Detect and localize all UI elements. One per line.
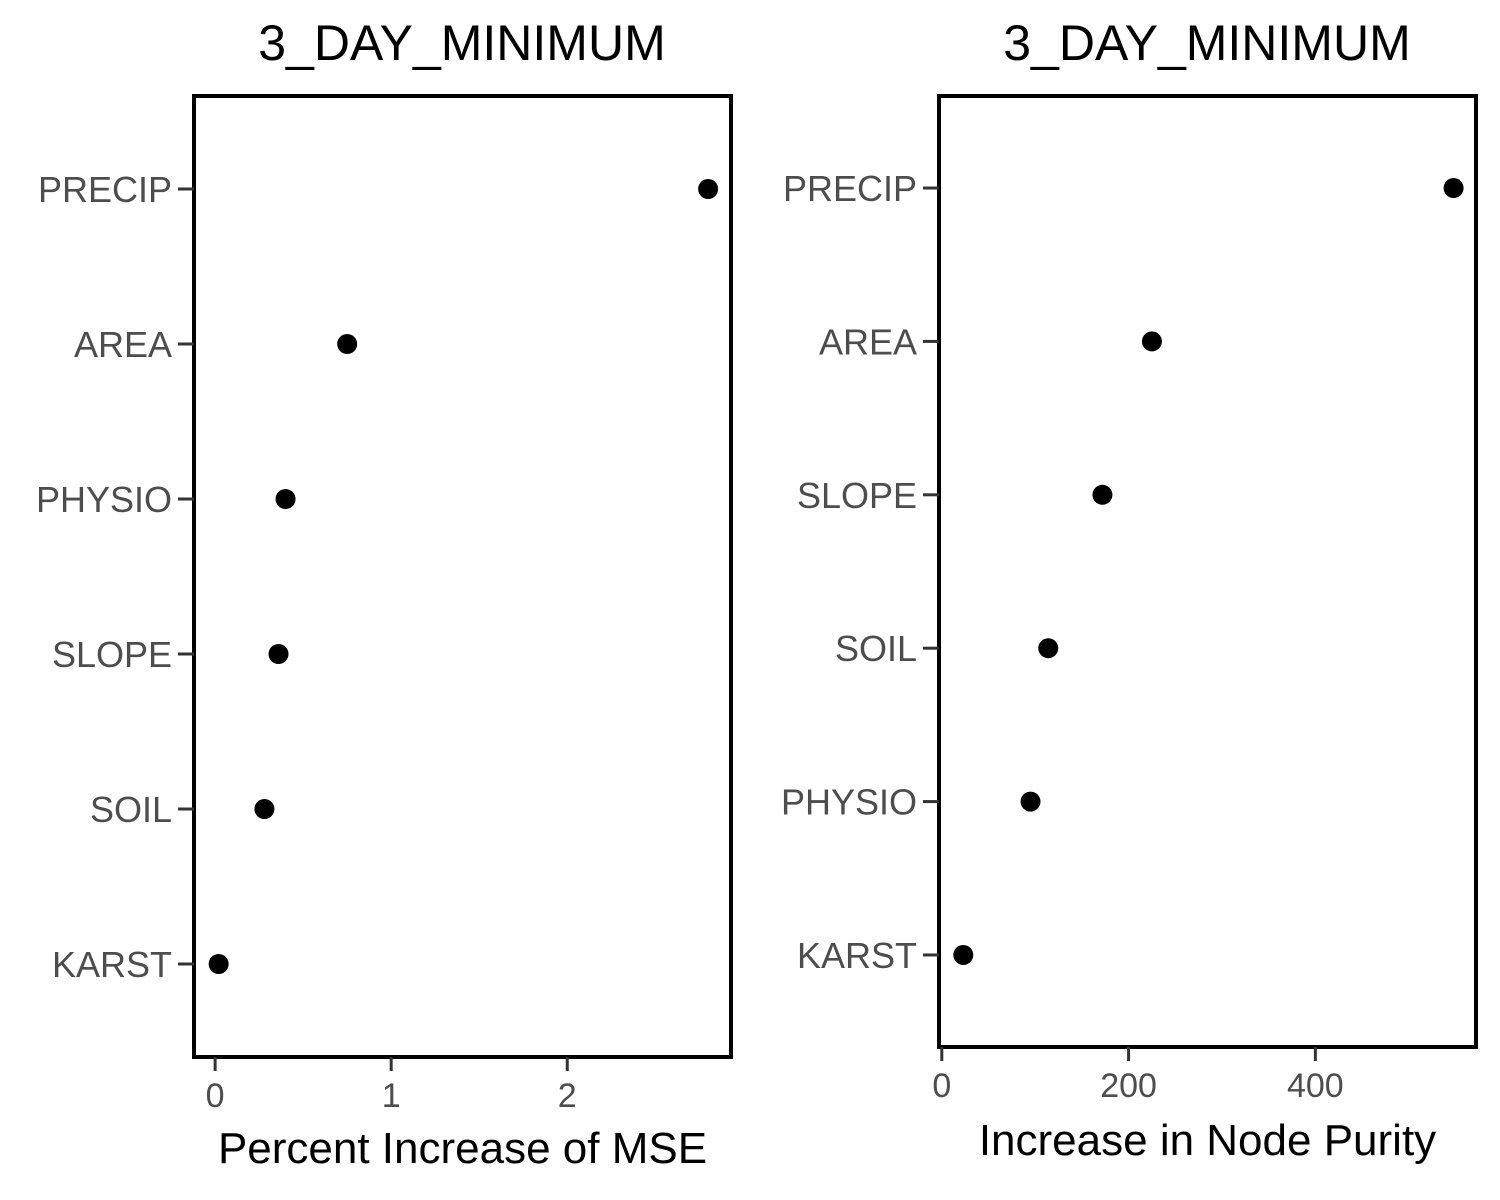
x-tick-label: 0 xyxy=(932,1067,951,1105)
x-tick-label: 0 xyxy=(206,1077,225,1115)
x-tick-label: 2 xyxy=(558,1077,577,1115)
x-tick-label: 200 xyxy=(1100,1067,1157,1105)
data-point xyxy=(698,179,719,199)
y-tick-label: KARST xyxy=(797,935,917,976)
panel-node-purity: 3_DAY_MINIMUM PRECIP AREA SLOPE SOIL PHYSIO K… xyxy=(781,15,1478,1165)
y-tick-label: AREA xyxy=(819,321,917,362)
data-point xyxy=(275,489,296,509)
y-tick-label: SOIL xyxy=(90,789,172,830)
y-tick-label: SLOPE xyxy=(52,634,172,675)
marks-layer: PRECIP AREA PHYSIO SLOPE SOIL KARST 0 1 2 xyxy=(36,169,719,1115)
data-point xyxy=(1141,331,1162,352)
panel-title: 3_DAY_MINIMUM xyxy=(1003,15,1410,71)
y-tick-label: AREA xyxy=(74,324,172,365)
data-point xyxy=(208,954,229,974)
y-tick-label: PRECIP xyxy=(783,168,917,209)
plot-frame xyxy=(937,94,1478,1049)
x-tick-label: 1 xyxy=(382,1077,401,1115)
x-axis-title: Increase in Node Purity xyxy=(979,1116,1436,1165)
panel-title: 3_DAY_MINIMUM xyxy=(258,15,665,71)
data-point xyxy=(337,334,358,354)
y-tick-label: PHYSIO xyxy=(781,782,917,823)
data-point xyxy=(953,944,974,965)
data-point xyxy=(254,799,275,819)
data-point xyxy=(268,644,289,664)
marks-layer: PRECIP AREA SLOPE SOIL PHYSIO KARST 0 200 400 xyxy=(781,168,1464,1105)
x-axis-title: Percent Increase of MSE xyxy=(218,1124,707,1173)
data-point xyxy=(1443,178,1464,199)
x-tick-label: 400 xyxy=(1287,1067,1344,1105)
y-tick-label: PHYSIO xyxy=(36,479,172,520)
plot-frame xyxy=(192,94,733,1059)
panel-mse: 3_DAY_MINIMUM PRECIP AREA PHYSIO SLOPE SOIL K… xyxy=(36,15,733,1173)
y-tick-label: SLOPE xyxy=(797,475,917,516)
y-tick-label: KARST xyxy=(52,944,172,985)
data-point xyxy=(1020,791,1041,812)
data-point xyxy=(1038,638,1059,659)
y-tick-label: PRECIP xyxy=(38,169,172,210)
data-point xyxy=(1092,484,1113,505)
y-tick-label: SOIL xyxy=(835,628,917,669)
